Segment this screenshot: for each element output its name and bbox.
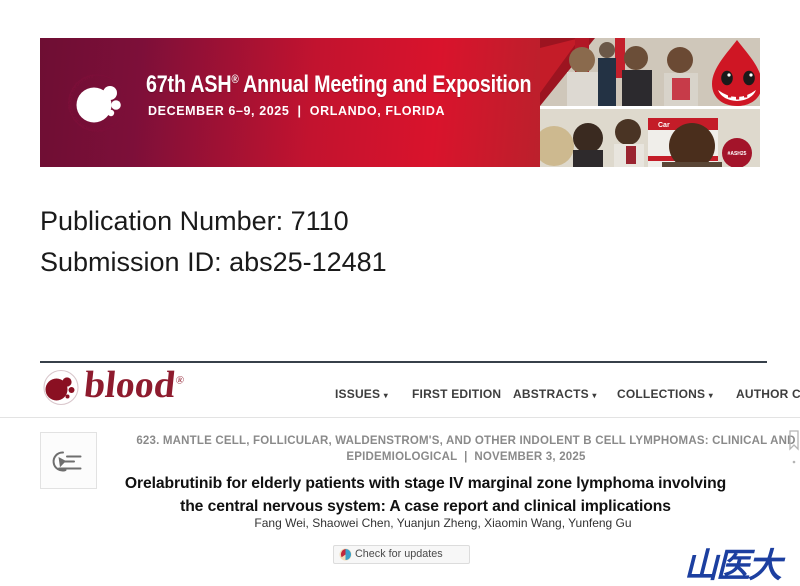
svg-text:#ASH25: #ASH25 bbox=[728, 151, 747, 157]
svg-text:Car: Car bbox=[658, 122, 670, 129]
